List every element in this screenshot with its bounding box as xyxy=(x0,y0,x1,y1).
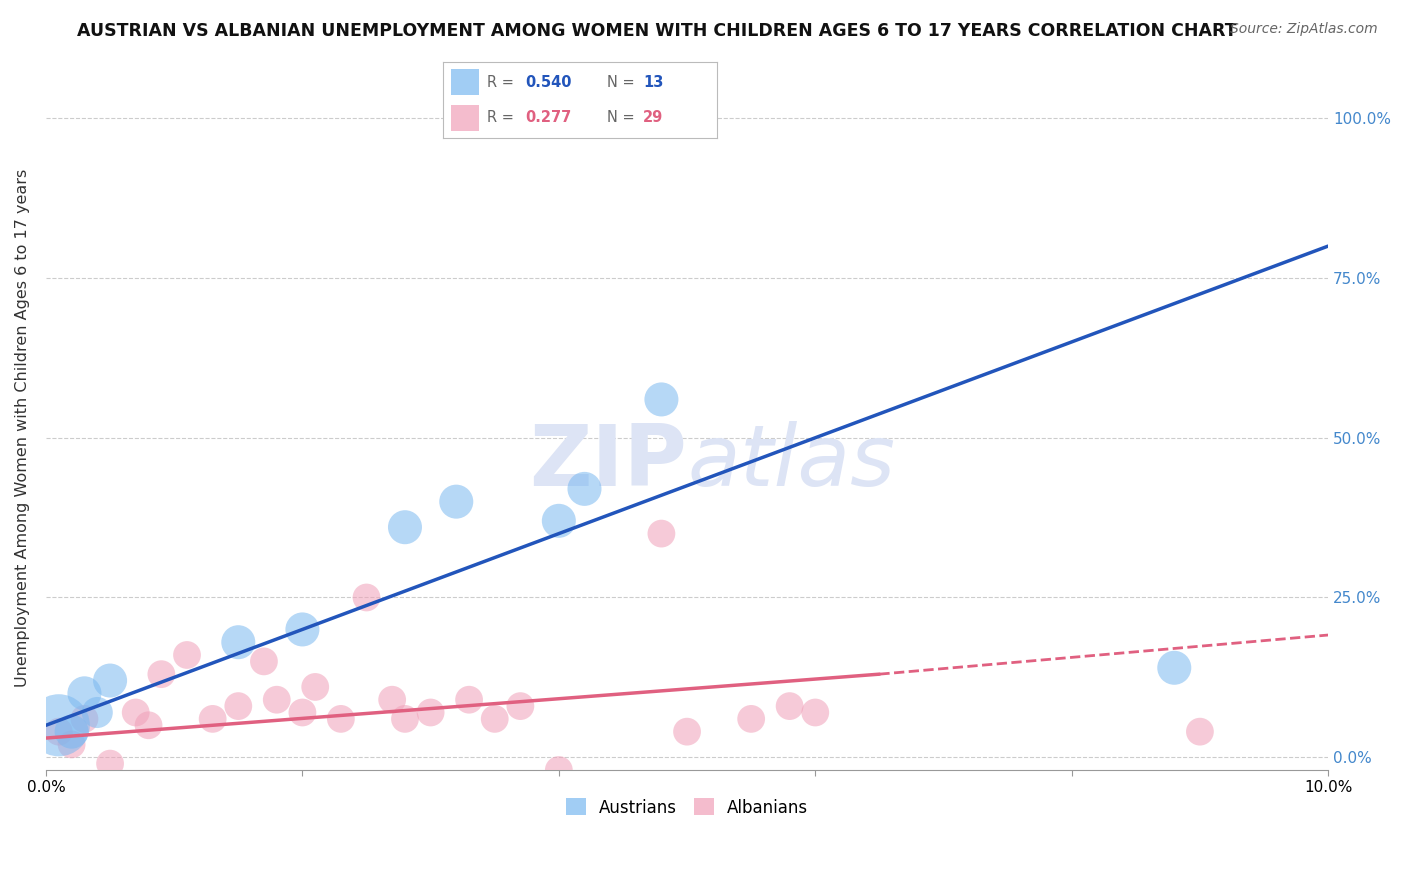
Point xyxy=(1188,724,1211,739)
Point xyxy=(676,724,699,739)
Point xyxy=(1163,661,1185,675)
Text: 13: 13 xyxy=(643,75,664,90)
Text: 29: 29 xyxy=(643,111,664,125)
Point xyxy=(226,635,249,649)
Point xyxy=(779,699,801,714)
Point xyxy=(446,494,468,508)
Text: 0.540: 0.540 xyxy=(526,75,572,90)
Point xyxy=(394,712,416,726)
Point xyxy=(381,692,404,706)
Point xyxy=(650,392,672,407)
Point xyxy=(329,712,352,726)
Point xyxy=(291,623,314,637)
Point xyxy=(48,718,70,732)
Point xyxy=(253,654,276,668)
Text: R =: R = xyxy=(486,75,513,90)
Point xyxy=(226,699,249,714)
Y-axis label: Unemployment Among Women with Children Ages 6 to 17 years: Unemployment Among Women with Children A… xyxy=(15,169,30,688)
Point xyxy=(419,706,441,720)
Point xyxy=(484,712,506,726)
Point xyxy=(574,482,596,496)
Point xyxy=(73,712,96,726)
Point xyxy=(125,706,148,720)
Point xyxy=(201,712,224,726)
Point xyxy=(291,706,314,720)
Text: Source: ZipAtlas.com: Source: ZipAtlas.com xyxy=(1230,22,1378,37)
Point xyxy=(73,686,96,700)
Text: AUSTRIAN VS ALBANIAN UNEMPLOYMENT AMONG WOMEN WITH CHILDREN AGES 6 TO 17 YEARS C: AUSTRIAN VS ALBANIAN UNEMPLOYMENT AMONG … xyxy=(77,22,1237,40)
Text: N =: N = xyxy=(607,111,636,125)
Point xyxy=(60,724,83,739)
Bar xyxy=(451,105,478,130)
Text: 0.277: 0.277 xyxy=(526,111,571,125)
Point xyxy=(804,706,827,720)
Point xyxy=(98,756,121,771)
Point xyxy=(48,724,70,739)
Point xyxy=(356,591,378,605)
Point xyxy=(509,699,531,714)
Point xyxy=(150,667,173,681)
Point xyxy=(176,648,198,662)
Text: R =: R = xyxy=(486,111,513,125)
Point xyxy=(138,718,160,732)
Text: ZIP: ZIP xyxy=(529,421,688,504)
Point xyxy=(547,763,569,777)
Point xyxy=(547,514,569,528)
Point xyxy=(86,706,108,720)
Point xyxy=(98,673,121,688)
Point xyxy=(304,680,326,694)
Point xyxy=(60,738,83,752)
Point xyxy=(740,712,762,726)
Point xyxy=(458,692,481,706)
Point xyxy=(394,520,416,534)
Point xyxy=(650,526,672,541)
Text: N =: N = xyxy=(607,75,636,90)
Legend: Austrians, Albanians: Austrians, Albanians xyxy=(560,792,815,823)
Point xyxy=(266,692,288,706)
Text: atlas: atlas xyxy=(688,421,896,504)
Bar xyxy=(451,70,478,95)
